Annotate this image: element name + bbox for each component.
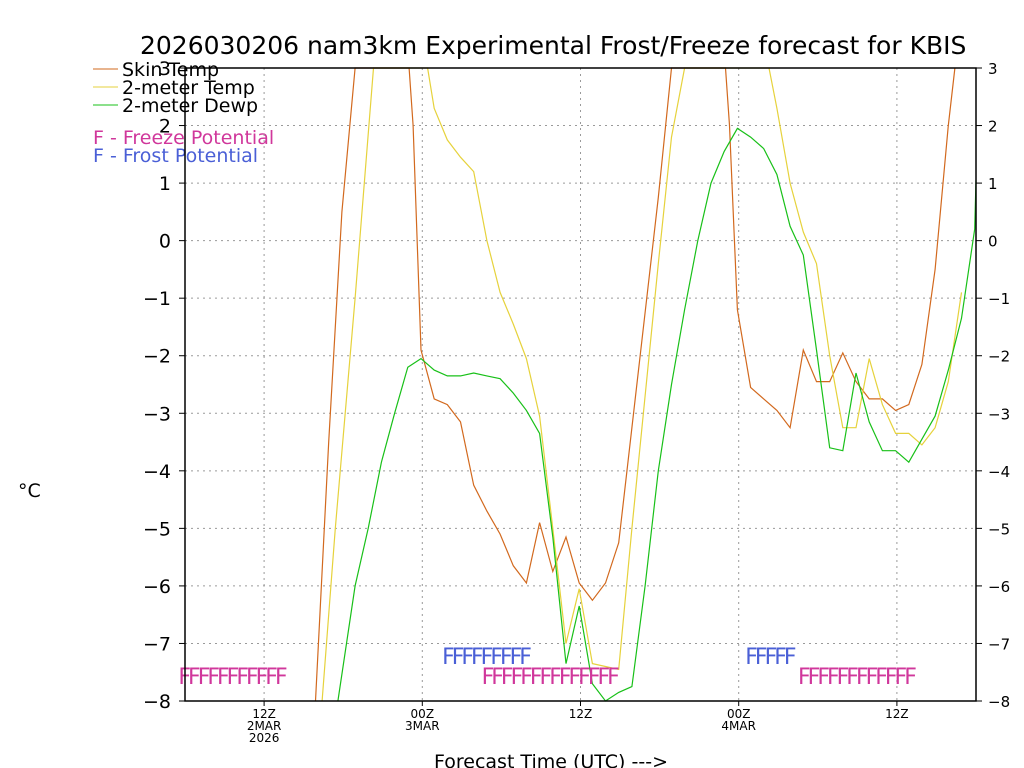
y-tick-label-left: −4 — [143, 461, 171, 483]
y-tick-label-left: −3 — [143, 403, 171, 425]
y-tick-label-left: −8 — [143, 691, 171, 713]
y-tick-label-left: 2 — [159, 116, 171, 138]
y-tick-label-left: 1 — [159, 173, 171, 195]
frost-run: FFFFF — [745, 645, 796, 670]
freeze-run: FFFFFFFFFFFFFF — [482, 665, 620, 690]
legend-label-2m-temp: 2-meter Temp — [122, 77, 255, 99]
grid — [185, 68, 976, 701]
y-tick-label-left: 3 — [159, 58, 171, 80]
potential-markers: FFFFFFFFFFF FFFFFFFFFFFFFF FFFFFFFFFFFFFFF… — [178, 645, 919, 690]
frost-run: FFFFFFFFF — [442, 645, 531, 670]
x-tick-label: 12Z — [569, 707, 593, 721]
y-tick-label-right: −5 — [988, 520, 1010, 538]
y-tick-label-right: −4 — [988, 463, 1010, 481]
x-tick-label: 2MAR — [247, 719, 282, 733]
y-tick-label-left: −1 — [143, 288, 171, 310]
series-line-1 — [321, 67, 963, 702]
x-tick-label: 12Z — [885, 707, 909, 721]
x-tick-label: 12Z — [252, 707, 276, 721]
y-tick-label-right: −1 — [988, 290, 1010, 308]
y-tick-label-left: −5 — [143, 518, 171, 540]
plot-frame — [184, 67, 977, 702]
x-tick-label: 2026 — [249, 731, 280, 745]
series-line-2 — [337, 127, 977, 702]
y-tick-label-right: −3 — [988, 405, 1010, 423]
y-tick-label-right: 3 — [988, 60, 998, 78]
y-tick-label-left: 0 — [159, 231, 171, 253]
y-tick-label-right: 2 — [988, 118, 998, 136]
x-tick-label: 3MAR — [405, 719, 440, 733]
y-tick-label-left: −7 — [143, 633, 171, 655]
legend-label-skin-temp: Skin Temp — [122, 59, 219, 81]
data-series — [314, 67, 977, 702]
legend: Skin Temp 2-meter Temp 2-meter Dewp F - … — [93, 59, 274, 167]
y-tick-labels: −8 −8 −7 −7 −6 −6 −5 −5 −4 −4 −3 −3 −2 −2 −1 −1 0 0 1 1 2 2 3 3 — [143, 58, 1010, 713]
x-tick-label: 4MAR — [721, 719, 756, 733]
y-tick-label-right: −7 — [988, 635, 1010, 653]
freeze-run: FFFFFFFFFFFF — [798, 665, 916, 690]
legend-frost-potential: F - Frost Potential — [93, 145, 258, 167]
chart-title: 2026030206 nam3km Experimental Frost/Fre… — [140, 31, 966, 60]
y-tick-label-right: 1 — [988, 175, 998, 193]
x-tick-label: 00Z — [727, 707, 751, 721]
y-tick-label-left: −6 — [143, 576, 171, 598]
y-axis-label: °C — [18, 480, 41, 502]
legend-label-2m-dewp: 2-meter Dewp — [122, 95, 258, 117]
freeze-run: FFFFFFFFFFF — [178, 665, 287, 690]
y-tick-label-right: 0 — [988, 233, 998, 251]
y-tick-label-left: −2 — [143, 346, 171, 368]
y-tick-label-right: −6 — [988, 578, 1010, 596]
legend-freeze-potential: F - Freeze Potential — [93, 127, 274, 149]
y-tick-label-right: −2 — [988, 348, 1010, 366]
x-axis-label: Forecast Time (UTC) ---> — [434, 751, 668, 768]
y-tick-label-right: −8 — [988, 693, 1010, 711]
x-tick-label: 00Z — [411, 707, 435, 721]
